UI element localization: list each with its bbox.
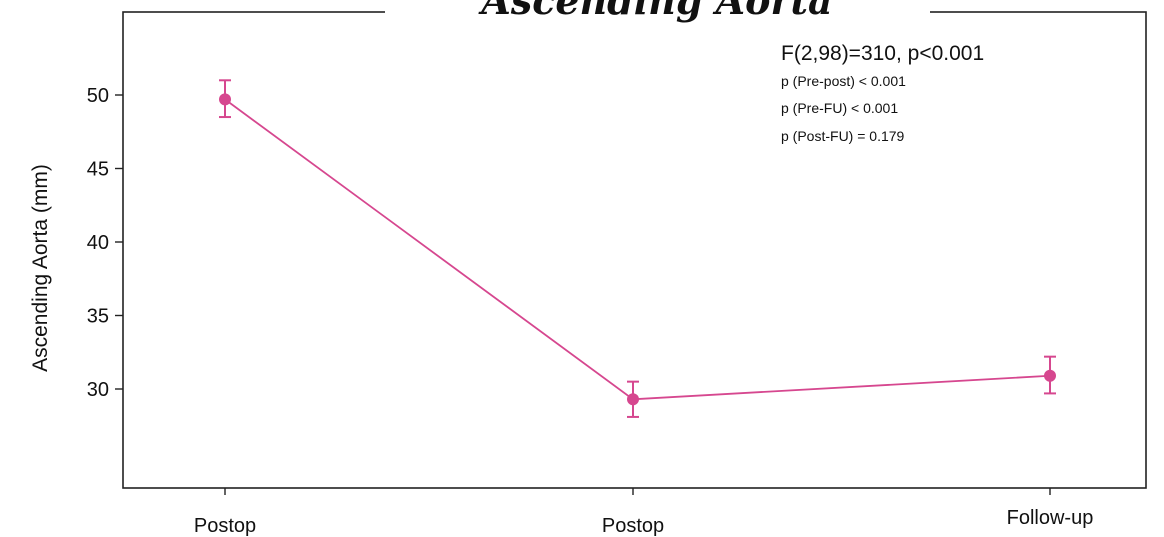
- series-line: [224, 98, 1051, 401]
- post-fu-pvalue: p (Post-FU) = 0.179: [781, 128, 905, 144]
- x-tick-label: Follow-up: [1007, 507, 1094, 529]
- series-group: [219, 79, 1056, 418]
- y-axis: 30 35 40 45 50: [87, 85, 123, 401]
- statistics-annotation: F(2,98)=310, p<0.001 p (Pre-post) < 0.00…: [781, 42, 984, 144]
- anova-result: F(2,98)=310, p<0.001: [781, 42, 984, 65]
- y-tick-label: 45: [87, 159, 109, 181]
- data-point: [627, 393, 639, 406]
- y-tick-label: 50: [87, 85, 109, 107]
- data-point: [1044, 369, 1056, 382]
- data-point: [219, 93, 231, 106]
- y-tick-label: 30: [87, 379, 109, 401]
- y-tick-label: 40: [87, 232, 109, 254]
- x-axis: Postop Postop Follow-up: [194, 488, 1093, 537]
- y-axis-label: Ascending Aorta (mm): [29, 164, 52, 372]
- pre-post-pvalue: p (Pre-post) < 0.001: [781, 73, 906, 89]
- x-tick-label: Postop: [602, 515, 664, 537]
- x-tick-label: Postop: [194, 515, 256, 537]
- title-background: [385, 0, 930, 24]
- chart-title: Ascending Aorta: [478, 0, 832, 23]
- pre-fu-pvalue: p (Pre-FU) < 0.001: [781, 100, 898, 116]
- y-tick-label: 35: [87, 306, 109, 328]
